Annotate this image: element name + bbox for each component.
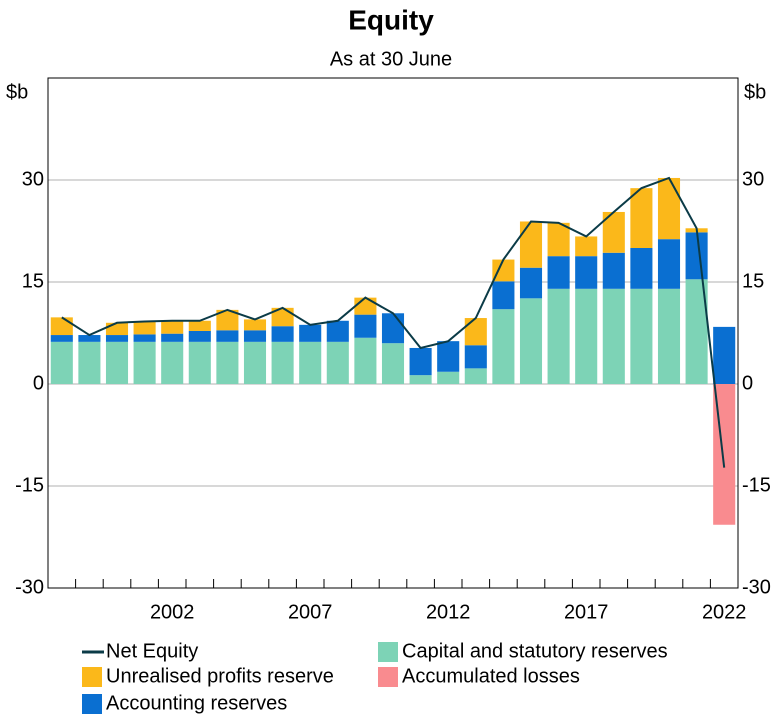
bar-segment [105, 335, 129, 342]
bar-segment [464, 368, 487, 384]
legend-swatch [378, 667, 398, 687]
bar-segment [492, 309, 515, 384]
bar-segment [50, 341, 73, 384]
bar-segment [133, 334, 156, 342]
y2-tick-label: 15 [742, 270, 764, 292]
bar-segment [105, 341, 129, 384]
bar-segment [713, 326, 736, 384]
bar-segment [547, 288, 570, 384]
bar-segment [326, 320, 349, 342]
y-tick-label: 30 [22, 168, 44, 190]
bar-segment [271, 307, 294, 327]
bar-segment [299, 341, 322, 384]
bar-segment [657, 239, 681, 289]
bar-segment [271, 326, 294, 342]
bar-segment [685, 232, 708, 280]
y2-tick-label: -15 [742, 474, 771, 496]
bar-segment [299, 324, 322, 342]
bar-segment [133, 321, 156, 335]
bar-segment [161, 341, 184, 384]
bar-segment [547, 256, 570, 289]
y2-axis-label: $b [744, 81, 766, 103]
bar-segment [519, 221, 543, 268]
bar-segment [216, 309, 239, 331]
bar-segment [575, 288, 598, 384]
bar-segment [437, 371, 460, 384]
x-tick-label: 2022 [702, 601, 747, 623]
bar-segment [575, 236, 598, 257]
bar-segment [188, 341, 211, 384]
y-tick-label: 15 [22, 270, 44, 292]
bar-segment [464, 345, 487, 369]
bar-segment [161, 333, 184, 342]
y2-tick-label: -30 [742, 576, 771, 598]
bar-segment [381, 343, 405, 384]
bar-segment [519, 298, 543, 384]
legend-label: Accounting reserves [106, 692, 287, 714]
bar-segment [188, 330, 211, 342]
bar-segment [602, 211, 625, 253]
bar-segment [354, 337, 377, 384]
bar-segment [216, 330, 239, 342]
bar-segment [243, 319, 267, 331]
legend-label: Unrealised profits reserve [106, 665, 334, 687]
bar-segment [575, 256, 598, 289]
bar-segment [657, 288, 681, 384]
bar-segment [381, 313, 405, 344]
bar-segment [216, 341, 239, 384]
line-series [61, 176, 726, 468]
bar-segment [602, 252, 625, 289]
y2-tick-label: 0 [742, 372, 753, 394]
y-tick-label: -30 [15, 576, 44, 598]
bar-segment [630, 188, 653, 248]
bar-segment [409, 375, 432, 384]
bar-segment [50, 317, 73, 336]
legend-swatch [82, 694, 102, 714]
bar-segment [105, 322, 129, 336]
bar-segment [492, 259, 515, 282]
bar-segment [354, 297, 377, 315]
bar-segment [685, 279, 708, 384]
chart-subtitle: As at 30 June [330, 48, 452, 70]
bar-segment [78, 335, 101, 342]
plot-frame [47, 77, 739, 589]
x-tick-label: 2007 [288, 601, 333, 623]
bar-segment [271, 341, 294, 384]
bar-segment [133, 341, 156, 384]
bar-segment [492, 281, 515, 310]
legend-label: Accumulated losses [402, 665, 580, 687]
y-axis-label: $b [6, 81, 28, 103]
bar-segment [409, 347, 432, 376]
bar-segment [657, 177, 681, 240]
bar-segment [437, 341, 460, 372]
bar-segment [464, 318, 487, 346]
bar-segment [354, 314, 377, 338]
y-tick-label: -15 [15, 474, 44, 496]
bar-segment [78, 341, 101, 384]
bar-segment [243, 341, 267, 384]
x-tick-label: 2002 [150, 601, 195, 623]
legend-swatch [378, 642, 398, 662]
legend-label: Net Equity [106, 640, 198, 662]
x-tick-label: 2017 [564, 601, 609, 623]
bar-segment [547, 222, 570, 257]
y2-tick-label: 30 [742, 168, 764, 190]
legend-swatch [82, 667, 102, 687]
bar-segment [188, 320, 211, 331]
bar-segment [519, 267, 543, 299]
bar-segment [602, 288, 625, 384]
legend-label: Capital and statutory reserves [402, 640, 668, 662]
chart-title: Equity [348, 4, 434, 35]
x-tick-label: 2012 [426, 601, 471, 623]
bar-segment [161, 320, 184, 334]
bar-segment [243, 330, 267, 342]
bar-segment [630, 248, 653, 289]
y-tick-label: 0 [33, 372, 44, 394]
bar-segment [326, 341, 349, 384]
bar-segment [50, 335, 73, 342]
bar-segment [630, 288, 653, 384]
